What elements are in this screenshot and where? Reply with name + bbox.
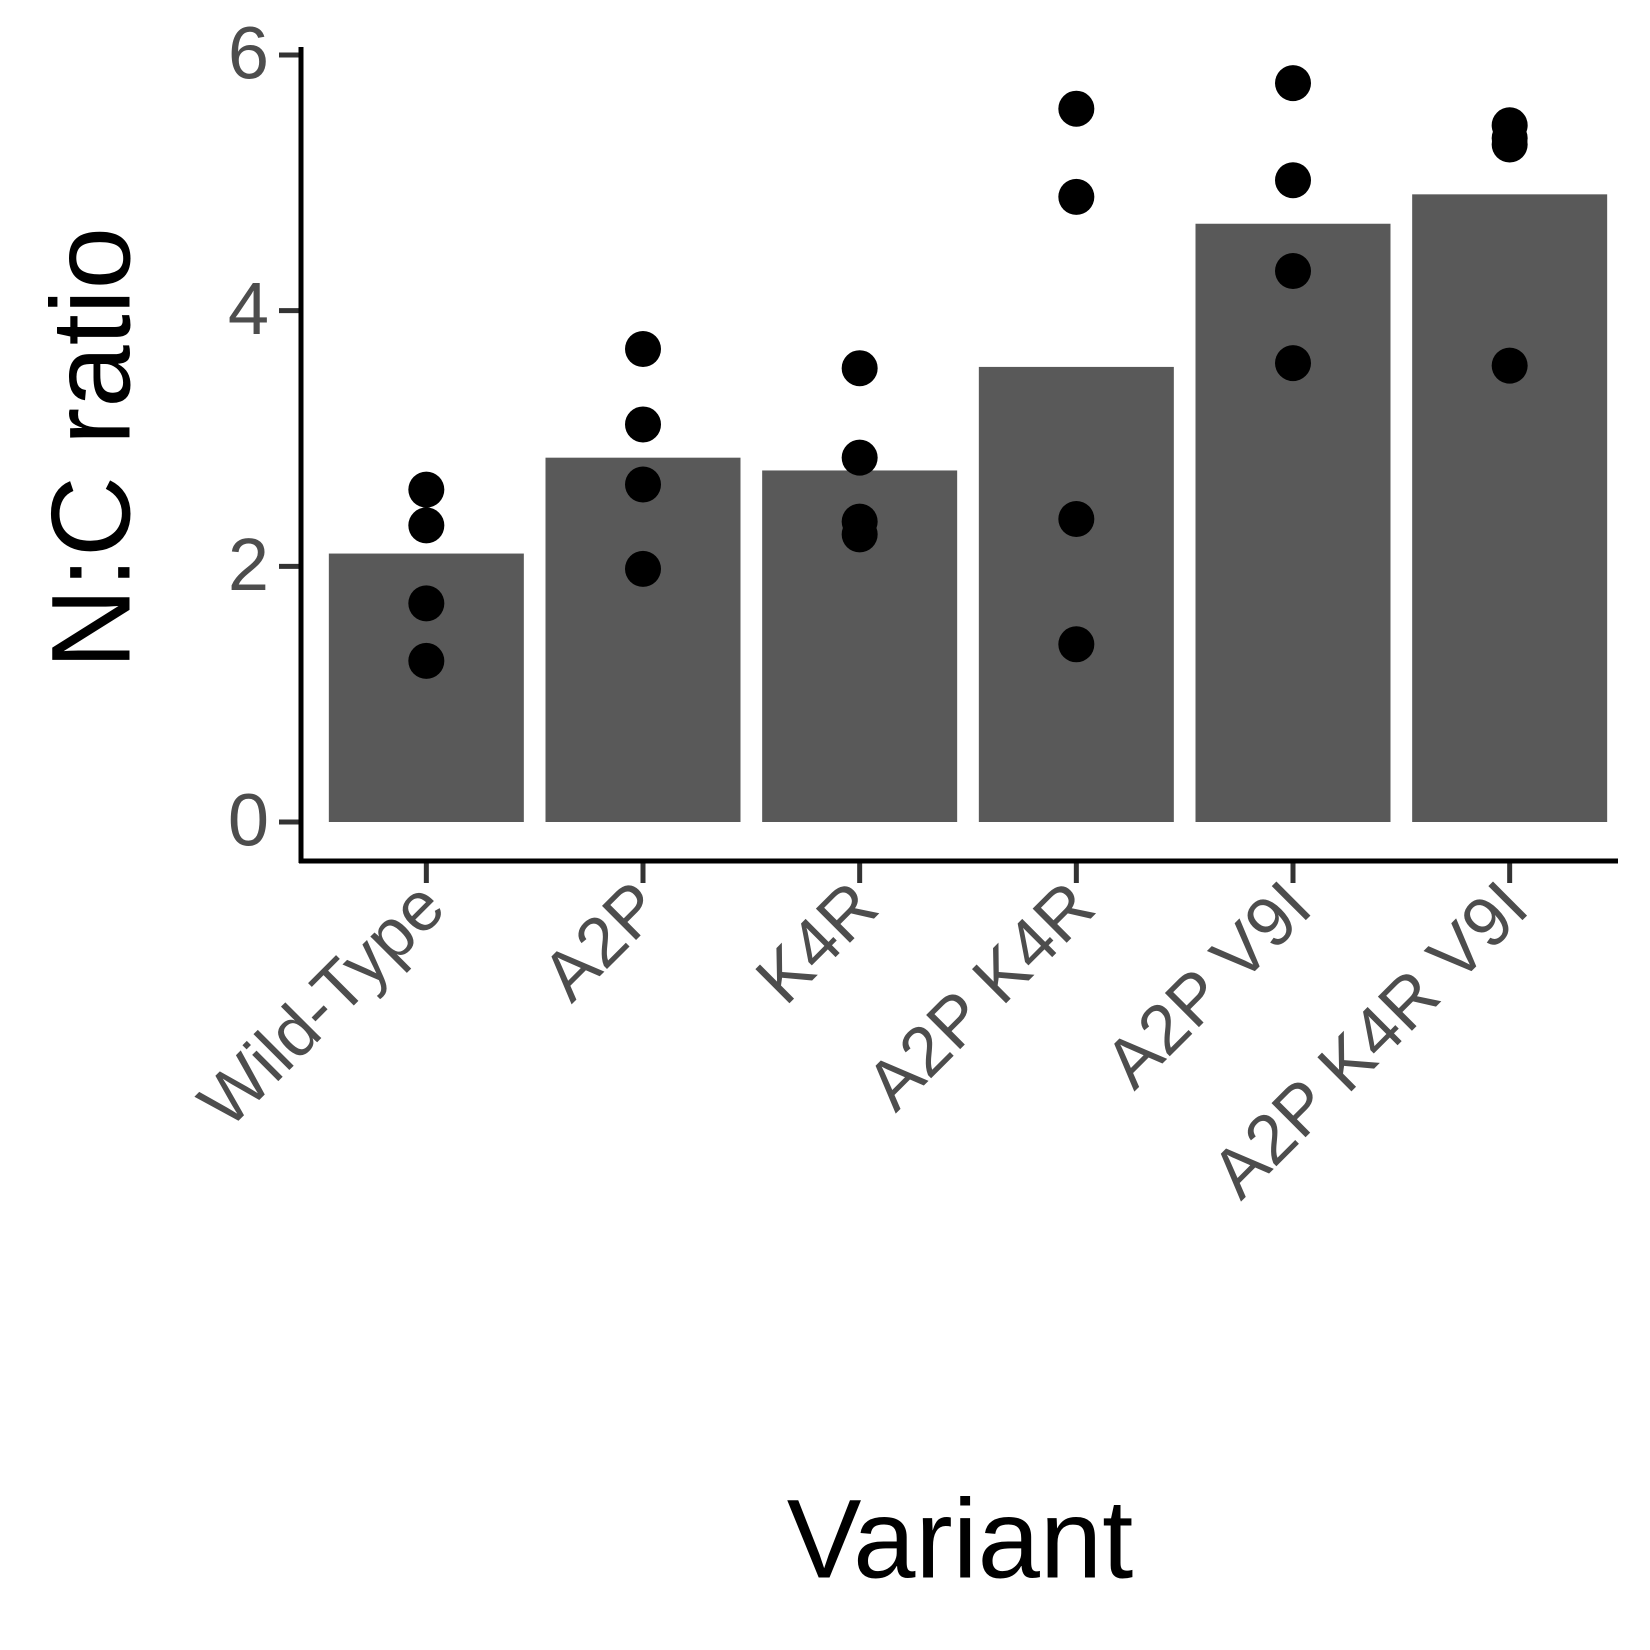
data-point	[841, 350, 878, 387]
bar	[1195, 223, 1391, 823]
data-point	[625, 550, 661, 587]
bar	[978, 366, 1174, 822]
y-axis-title: N:C ratio	[29, 227, 154, 669]
y-tick-label: 6	[228, 12, 269, 95]
data-point	[625, 466, 661, 503]
data-point	[1058, 90, 1095, 127]
data-point	[625, 406, 661, 443]
data-point	[408, 507, 445, 544]
data-point	[841, 439, 878, 476]
x-tick-label: A2P	[527, 866, 676, 1015]
data-point	[1491, 126, 1528, 163]
data-point	[1058, 626, 1095, 663]
data-point	[408, 642, 445, 679]
bar	[1412, 194, 1608, 823]
data-point	[841, 516, 878, 553]
data-point	[1275, 162, 1311, 199]
data-point	[1491, 347, 1528, 384]
y-tick-label: 0	[228, 779, 269, 862]
data-point	[1058, 178, 1095, 215]
bar	[545, 457, 741, 822]
y-tick-label: 4	[228, 267, 269, 350]
data-point	[408, 585, 445, 622]
x-axis-title: Variant	[787, 1477, 1134, 1602]
x-tick-label: A2P K4R	[851, 866, 1109, 1124]
data-point	[625, 331, 661, 368]
data-point	[408, 471, 445, 508]
y-tick-label: 2	[228, 523, 269, 606]
x-tick-label: K4R	[741, 866, 892, 1017]
x-tick-label: Wild-Type	[184, 866, 459, 1141]
data-point	[1275, 253, 1311, 290]
data-point	[1058, 501, 1095, 538]
data-point	[1275, 345, 1311, 382]
data-point	[1275, 65, 1311, 102]
